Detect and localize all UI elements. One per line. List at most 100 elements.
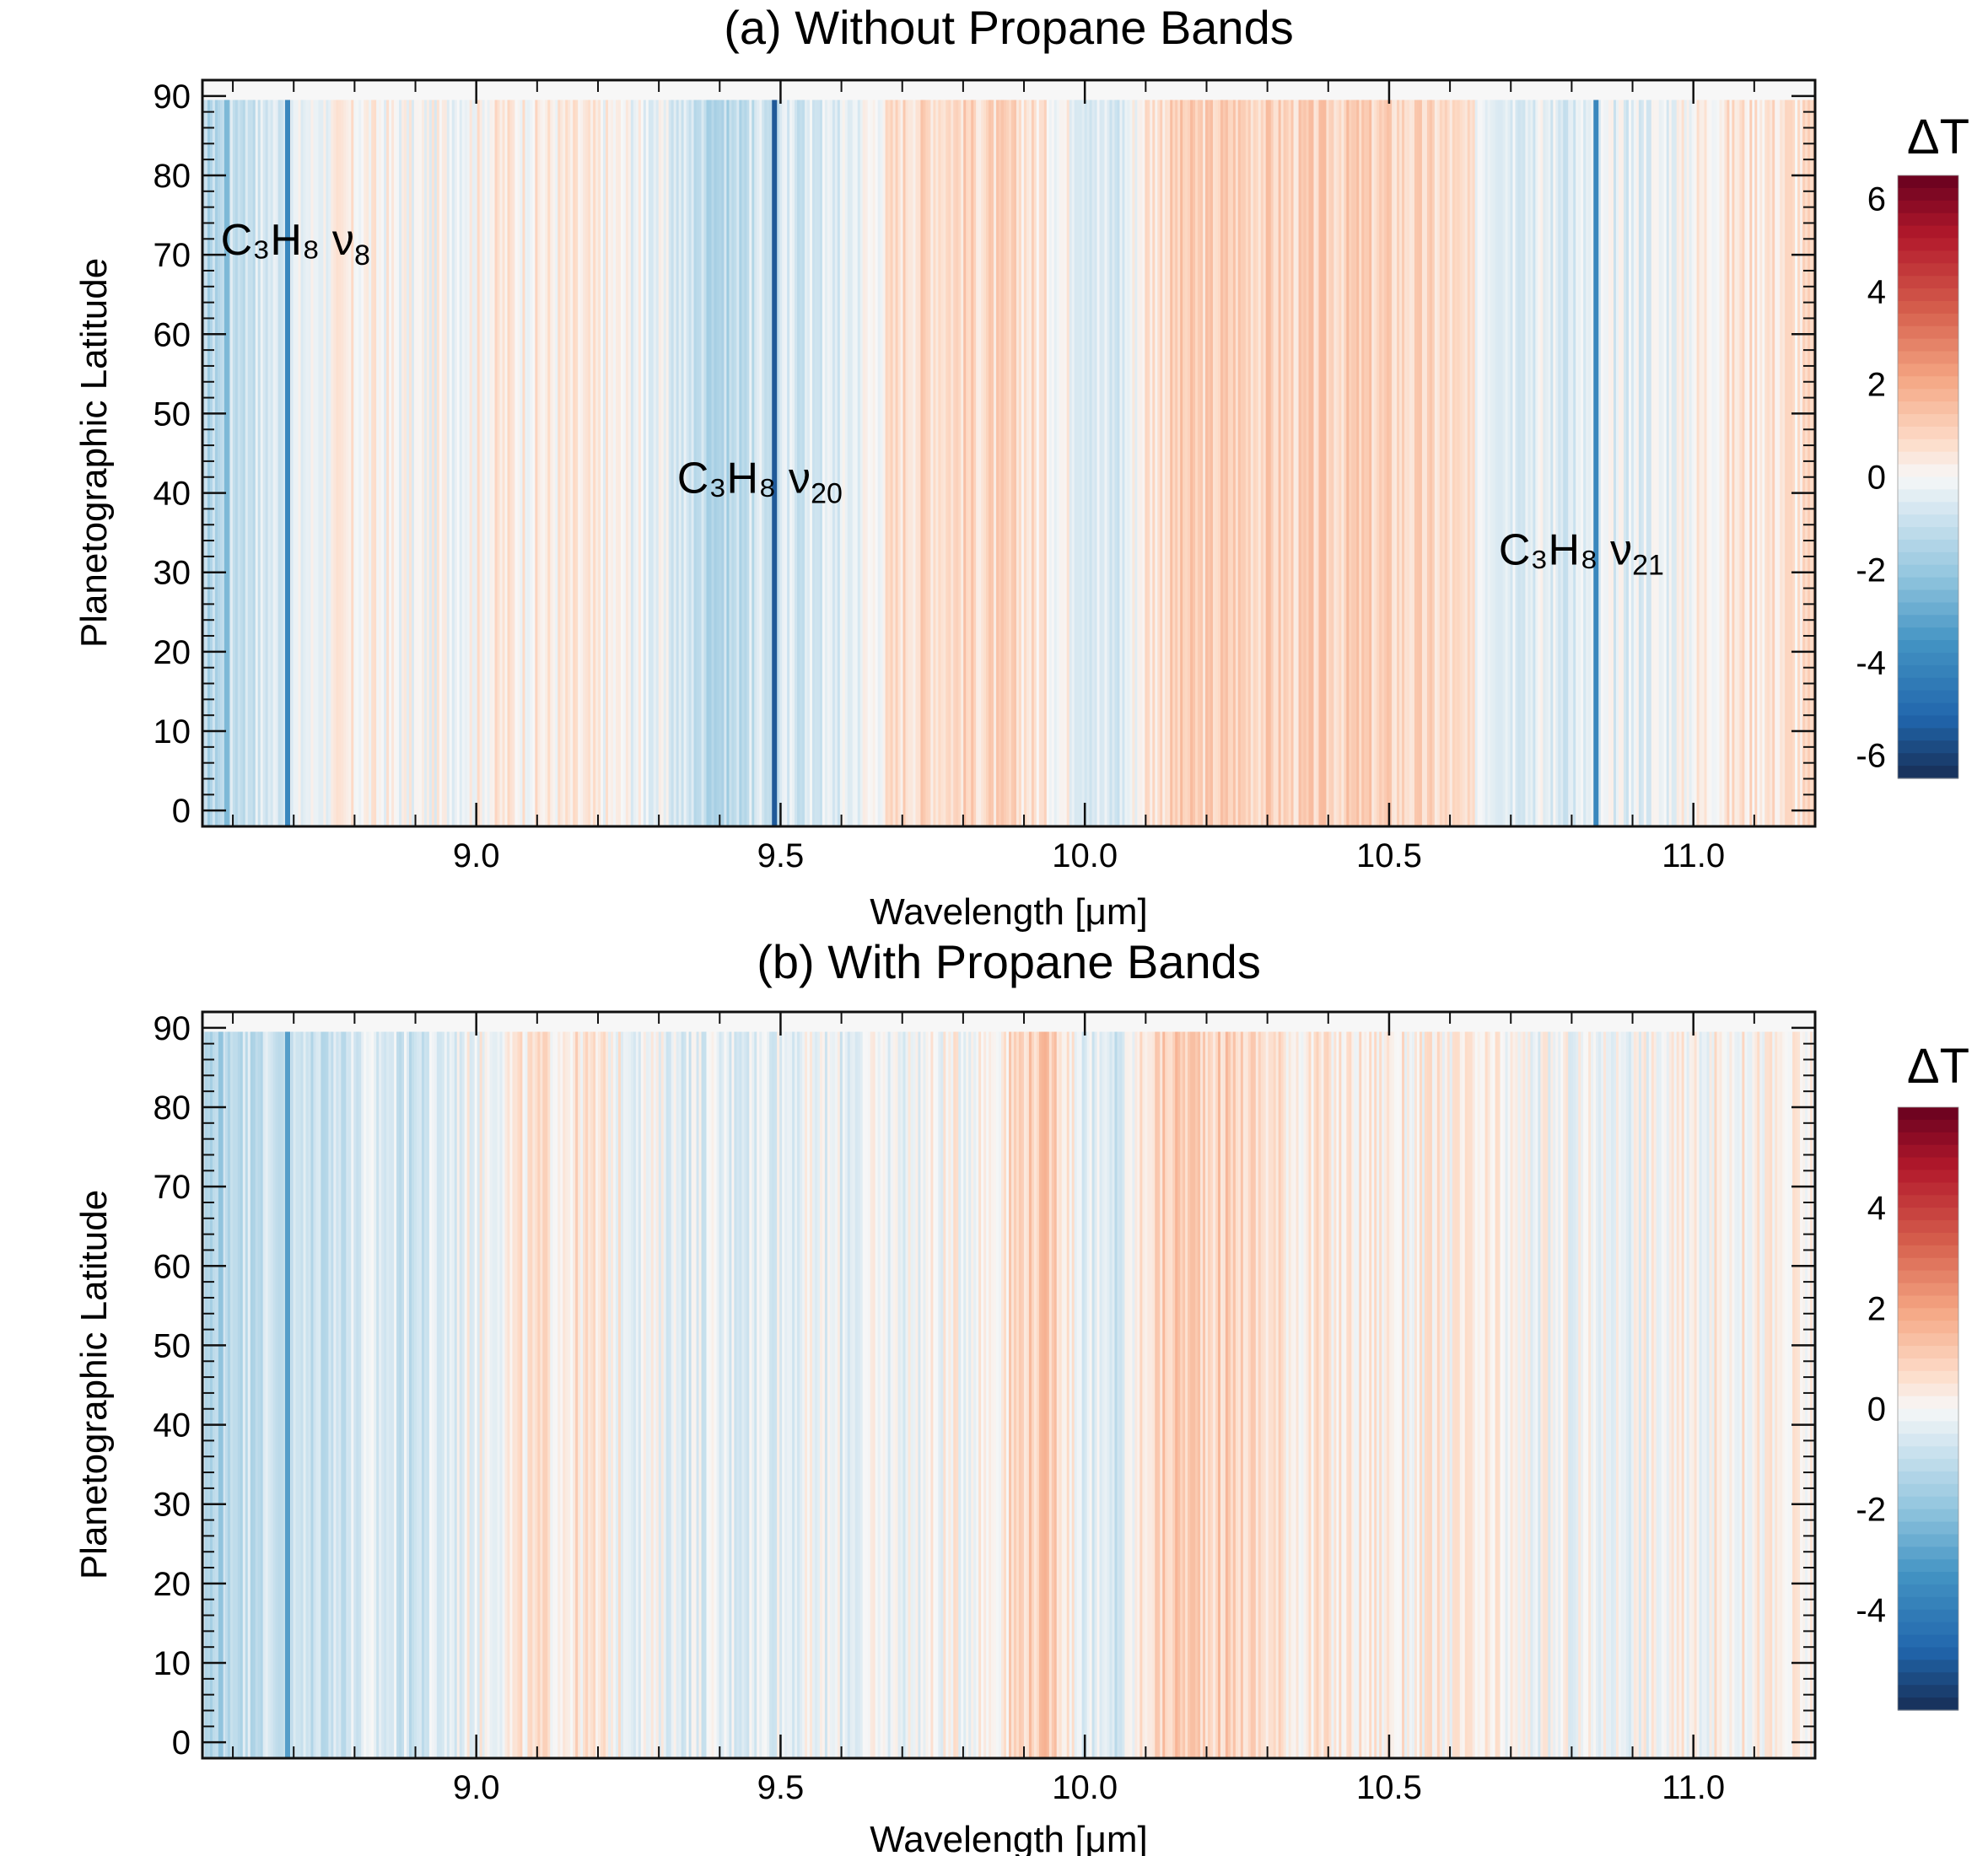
heatmap-column bbox=[622, 1031, 627, 1758]
heatmap-column bbox=[1160, 1031, 1163, 1758]
heatmap-column bbox=[1051, 100, 1055, 826]
heatmap-column bbox=[854, 1031, 859, 1758]
heatmap-column bbox=[418, 100, 423, 826]
heatmap-column bbox=[650, 1031, 655, 1758]
heatmap-column bbox=[1777, 100, 1781, 826]
heatmap-column bbox=[1792, 100, 1796, 826]
heatmap-column bbox=[338, 100, 342, 826]
heatmap-column bbox=[260, 100, 264, 826]
heatmap-column bbox=[1200, 1031, 1204, 1758]
heatmap-column bbox=[502, 100, 506, 826]
colorbar-level bbox=[1898, 1245, 1958, 1259]
heatmap-column bbox=[752, 100, 755, 826]
heatmap-column bbox=[757, 100, 760, 826]
heatmap-column bbox=[1104, 1031, 1108, 1758]
heatmap-column bbox=[1344, 1031, 1347, 1758]
heatmap-column bbox=[953, 1031, 956, 1758]
heatmap-column bbox=[1739, 1031, 1743, 1758]
heatmap-column bbox=[1441, 100, 1446, 826]
heatmap-column bbox=[1459, 1031, 1463, 1758]
colorbar-level bbox=[1898, 438, 1958, 453]
heatmap-column bbox=[1048, 1031, 1053, 1758]
heatmap-column bbox=[628, 1031, 632, 1758]
heatmap-column bbox=[645, 1031, 649, 1758]
heatmap-column bbox=[1096, 100, 1101, 826]
heatmap-column bbox=[1258, 1031, 1262, 1758]
heatmap-column bbox=[1729, 1031, 1733, 1758]
heatmap-column bbox=[1775, 1031, 1778, 1758]
heatmap-column bbox=[1716, 100, 1721, 826]
heatmap-column bbox=[1666, 100, 1670, 826]
heatmap-column bbox=[1510, 100, 1514, 826]
heatmap-column bbox=[935, 1031, 939, 1758]
heatmap-column bbox=[1198, 1031, 1201, 1758]
heatmap-column bbox=[1273, 100, 1277, 826]
heatmap-column bbox=[1183, 100, 1186, 826]
heatmap-column bbox=[252, 1031, 256, 1758]
heatmap-column bbox=[991, 1031, 994, 1758]
heatmap-column bbox=[673, 100, 677, 826]
heatmap-column bbox=[1651, 100, 1655, 826]
heatmap-column bbox=[202, 1031, 206, 1758]
heatmap-column bbox=[525, 100, 528, 826]
heatmap-column bbox=[1565, 100, 1569, 826]
heatmap-column bbox=[739, 100, 742, 826]
heatmap-column bbox=[494, 100, 498, 826]
heatmap-column bbox=[638, 1031, 642, 1758]
heatmap-column bbox=[837, 1031, 841, 1758]
heatmap-column bbox=[328, 100, 331, 826]
heatmap-column bbox=[545, 1031, 548, 1758]
heatmap-column bbox=[1235, 100, 1239, 826]
heatmap-column bbox=[816, 1031, 821, 1758]
heatmap-column bbox=[1175, 1031, 1178, 1758]
heatmap-column bbox=[1253, 1031, 1257, 1758]
heatmap-column bbox=[1704, 100, 1708, 826]
heatmap-column bbox=[653, 1031, 657, 1758]
heatmap-column bbox=[1043, 1031, 1048, 1758]
heatmap-column bbox=[436, 100, 440, 826]
heatmap-column bbox=[1371, 100, 1375, 826]
heatmap-column bbox=[1366, 1031, 1370, 1758]
heatmap-column bbox=[1416, 100, 1420, 826]
heatmap-column bbox=[240, 100, 244, 826]
heatmap-column bbox=[686, 1031, 690, 1758]
heatmap-column bbox=[595, 1031, 599, 1758]
heatmap-column bbox=[902, 1031, 907, 1758]
heatmap-column bbox=[484, 1031, 488, 1758]
heatmap-column bbox=[1611, 1031, 1614, 1758]
heatmap-column bbox=[1614, 1031, 1617, 1758]
heatmap-column bbox=[260, 1031, 264, 1758]
heatmap-column bbox=[272, 100, 277, 826]
heatmap-column bbox=[326, 1031, 329, 1758]
heatmap-column bbox=[943, 100, 946, 826]
heatmap-column bbox=[1193, 100, 1196, 826]
heatmap-column bbox=[885, 100, 889, 826]
heatmap-column bbox=[1290, 100, 1295, 826]
heatmap-column bbox=[1747, 1031, 1750, 1758]
heatmap-column bbox=[1399, 100, 1403, 826]
heatmap-column bbox=[346, 100, 349, 826]
heatmap-column bbox=[1462, 100, 1466, 826]
heatmap-column bbox=[341, 1031, 344, 1758]
colorbar-level bbox=[1898, 715, 1958, 729]
heatmap-column bbox=[925, 1031, 929, 1758]
heatmap-column bbox=[1026, 100, 1030, 826]
colorbar-level bbox=[1898, 401, 1958, 415]
heatmap-column bbox=[951, 1031, 954, 1758]
heatmap-column bbox=[1242, 1031, 1247, 1758]
colorbar-tick-label: 0 bbox=[1867, 460, 1886, 497]
heatmap-column bbox=[563, 1031, 566, 1758]
heatmap-column bbox=[313, 1031, 317, 1758]
heatmap-column bbox=[986, 100, 989, 826]
colorbar-level bbox=[1898, 502, 1958, 515]
heatmap-column bbox=[834, 1031, 838, 1758]
heatmap-column bbox=[1764, 1031, 1768, 1758]
heatmap-column bbox=[1162, 100, 1166, 826]
heatmap-column bbox=[1780, 100, 1783, 826]
heatmap-column bbox=[923, 1031, 927, 1758]
heatmap-column bbox=[1699, 1031, 1703, 1758]
heatmap-column bbox=[1598, 1031, 1602, 1758]
colorbar-level bbox=[1898, 702, 1958, 717]
heatmap-column bbox=[1628, 1031, 1632, 1758]
heatmap-column bbox=[1301, 100, 1305, 826]
